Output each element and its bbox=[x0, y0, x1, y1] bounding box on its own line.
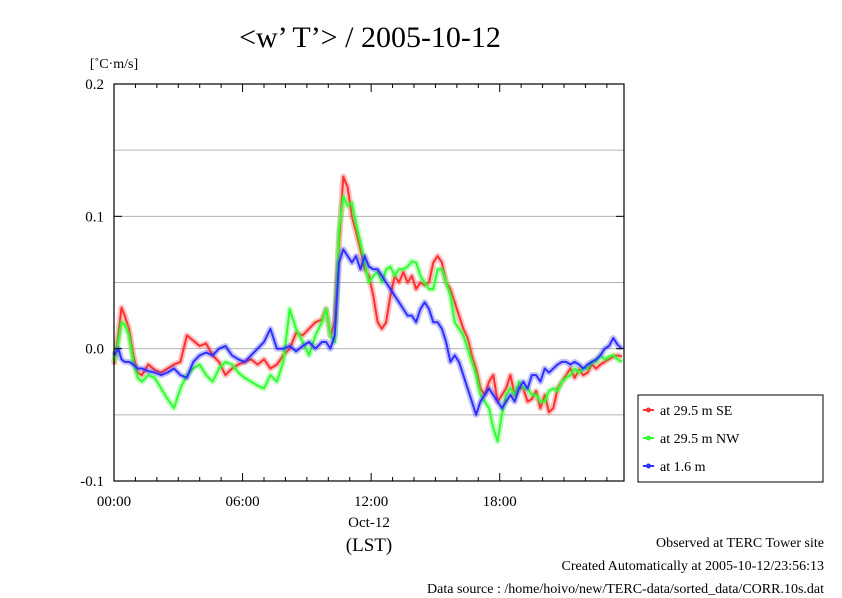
chart-title: <w’ T’> / 2005-10-12 bbox=[239, 21, 501, 54]
series-line-1 bbox=[113, 195, 623, 443]
plot-frame bbox=[113, 83, 625, 482]
y-axis-unit-label: [˚C·m/s] bbox=[90, 57, 138, 72]
series-layer bbox=[111, 173, 624, 445]
legend-marker bbox=[646, 435, 651, 441]
footer-source: Data source : /home/hoivo/new/TERC-data/… bbox=[427, 582, 824, 597]
legend-box bbox=[637, 394, 824, 483]
x-tick-label: 12:00 bbox=[354, 494, 388, 510]
x-unit-label: (LST) bbox=[346, 535, 392, 556]
x-tick-label: 06:00 bbox=[225, 494, 259, 510]
legend-label: at 29.5 m SE bbox=[660, 404, 732, 419]
legend-marker bbox=[646, 463, 651, 469]
x-tick-label: 00:00 bbox=[97, 494, 131, 510]
axis-ticks: 0.2 0.1 0.0 -0.1 00:00 06:00 12:00 18:00 bbox=[80, 77, 624, 510]
y-tick-label: 0.2 bbox=[85, 77, 104, 93]
y-tick-label: 0.1 bbox=[85, 209, 104, 225]
series-line-2 bbox=[113, 248, 623, 416]
series-line-0 bbox=[113, 175, 623, 414]
x-date-label: Oct-12 bbox=[348, 515, 390, 531]
y-tick-label: -0.1 bbox=[80, 474, 104, 490]
x-tick-label: 18:00 bbox=[483, 494, 517, 510]
legend: at 29.5 m SE at 29.5 m NW at 1.6 m bbox=[637, 394, 824, 483]
footer-site: Observed at TERC Tower site bbox=[655, 536, 824, 551]
legend-label: at 29.5 m NW bbox=[660, 432, 740, 447]
legend-label: at 1.6 m bbox=[660, 460, 706, 475]
legend-marker bbox=[646, 407, 651, 413]
y-tick-label: 0.0 bbox=[85, 342, 104, 358]
footer-created: Created Automatically at 2005-10-12/23:5… bbox=[561, 559, 824, 574]
